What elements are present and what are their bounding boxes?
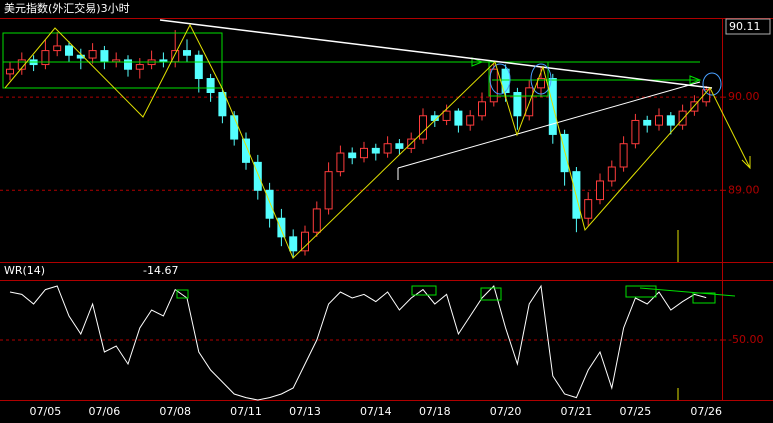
range-box xyxy=(2,32,223,89)
candle-body xyxy=(360,147,368,159)
candle-body xyxy=(312,208,321,233)
candle-body xyxy=(277,217,286,238)
candle-body xyxy=(336,152,345,173)
wr-box xyxy=(480,287,502,301)
candle-body xyxy=(253,161,262,191)
candle-body xyxy=(159,59,168,63)
indicator-title: WR(14) xyxy=(4,264,45,277)
x-tick-label: 07/05 xyxy=(30,405,62,418)
candle-body xyxy=(206,78,215,94)
circle xyxy=(702,72,722,96)
candle-body xyxy=(371,147,380,154)
candle-body xyxy=(194,54,203,80)
candle-body xyxy=(53,45,62,52)
chart-title: 美元指数(外汇交易)3小时 xyxy=(4,1,130,15)
candle-body xyxy=(537,78,545,89)
candle-body xyxy=(289,236,298,252)
arrow xyxy=(689,75,702,85)
candle-body xyxy=(218,92,227,117)
candle-body xyxy=(76,54,85,59)
x-tick-label: 07/18 xyxy=(419,405,451,418)
x-tick-label: 07/08 xyxy=(159,405,191,418)
candle-body xyxy=(442,110,451,121)
candle-body xyxy=(6,68,14,75)
x-tick-label: 07/20 xyxy=(490,405,522,418)
candle-body xyxy=(383,143,392,154)
candle-body xyxy=(41,50,50,66)
candle-body xyxy=(124,59,132,70)
x-tick-label: 07/14 xyxy=(360,405,392,418)
candle-body xyxy=(100,50,109,63)
candle-body xyxy=(183,50,191,56)
candle-body xyxy=(171,50,180,63)
arrow xyxy=(741,156,751,170)
x-tick-label: 07/11 xyxy=(230,405,262,418)
candle-body xyxy=(65,45,73,56)
candle-body xyxy=(501,68,510,94)
candle-body xyxy=(454,110,463,126)
circle xyxy=(530,63,552,95)
y-tick-label: 89.00 xyxy=(728,183,760,196)
candle-body xyxy=(230,115,239,140)
circle xyxy=(489,63,511,95)
candle-body xyxy=(584,199,593,219)
price-box xyxy=(725,18,771,35)
x-tick-label: 07/25 xyxy=(620,405,652,418)
wr-box xyxy=(625,285,657,298)
indicator-current: -14.67 xyxy=(143,264,178,277)
candle-body xyxy=(242,138,250,163)
x-tick-label: 07/21 xyxy=(561,405,593,418)
candle-body xyxy=(643,119,652,126)
candle-body xyxy=(513,92,522,117)
candle-body xyxy=(466,115,475,126)
candle-body xyxy=(666,115,675,126)
candle-body xyxy=(619,143,628,168)
wr-box xyxy=(411,285,437,296)
candle-body xyxy=(324,171,333,210)
top-box xyxy=(488,61,549,97)
trend-line xyxy=(397,81,701,169)
frame xyxy=(0,18,773,401)
candle-body xyxy=(607,166,616,182)
wr-box xyxy=(176,289,189,299)
candle-body xyxy=(560,133,569,173)
candle-body xyxy=(348,152,357,159)
candle-body xyxy=(265,189,274,219)
y-tick-label: 90.00 xyxy=(728,90,760,103)
candle-body xyxy=(478,101,486,117)
x-tick-label: 07/06 xyxy=(89,405,121,418)
candle-body xyxy=(17,59,26,70)
candle-body xyxy=(395,143,404,149)
wr-line xyxy=(639,287,736,297)
candle-body xyxy=(489,68,498,103)
candle-body xyxy=(631,119,640,145)
annotations xyxy=(2,19,751,400)
candle-body xyxy=(678,110,687,126)
x-tick-label: 07/13 xyxy=(289,405,321,418)
top-label: 90.11 xyxy=(729,20,761,33)
y-tick-label: -50.00 xyxy=(728,333,763,346)
candle-body xyxy=(419,115,427,140)
wr-line xyxy=(9,284,707,401)
candle-body xyxy=(88,50,97,59)
candle-body xyxy=(655,115,663,126)
candle-body xyxy=(301,231,309,252)
candle-body xyxy=(596,180,604,201)
arrow xyxy=(471,57,484,67)
zigzag xyxy=(4,23,751,259)
candle-body xyxy=(135,64,144,70)
trend-line xyxy=(159,19,713,89)
x-tick-label: 07/26 xyxy=(690,405,722,418)
candle-body xyxy=(112,59,121,63)
